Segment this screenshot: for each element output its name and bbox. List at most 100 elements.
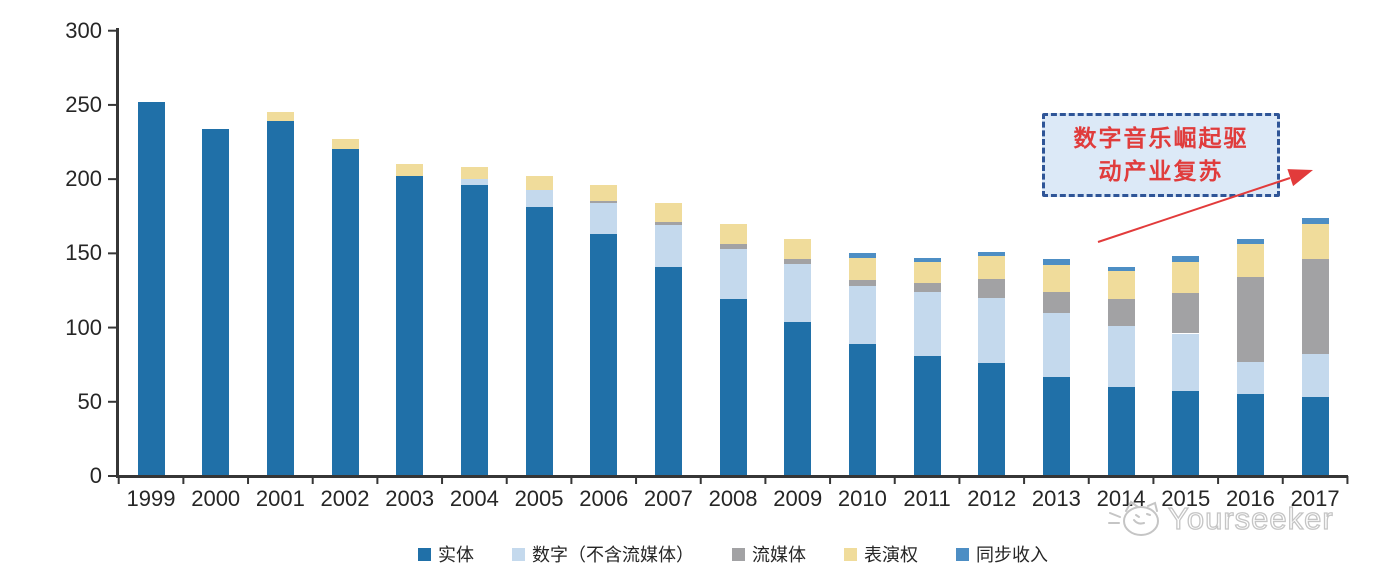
bar-segment	[1107, 299, 1135, 327]
bar-segment	[137, 101, 165, 476]
legend-swatch	[956, 547, 969, 561]
bar-segment	[1301, 223, 1329, 260]
bar-segment	[978, 297, 1006, 364]
y-axis-tick-label: 150	[65, 240, 102, 266]
bar-segment	[784, 321, 812, 476]
legend-item-3: 表演权	[844, 541, 918, 567]
bar-segment	[525, 176, 553, 190]
x-axis-label: 2001	[255, 486, 305, 511]
bar-segment	[913, 257, 941, 263]
bar-segment	[784, 263, 812, 322]
legend-item-4: 同步收入	[956, 541, 1048, 567]
bar-segment	[654, 225, 682, 267]
x-axis-label: 2006	[579, 486, 629, 511]
bar-segment	[1107, 326, 1135, 387]
bar-segment	[590, 234, 618, 476]
bar-segment	[978, 256, 1006, 279]
bar-segment	[978, 251, 1006, 257]
legend-item-0: 实体	[418, 541, 474, 567]
x-axis-label: 2003	[385, 486, 435, 511]
x-axis-label: 2010	[837, 486, 887, 511]
x-axis-label: 1999	[126, 486, 176, 511]
bar-segment	[1236, 277, 1264, 362]
bar-segment	[590, 185, 618, 202]
bar-segment	[913, 262, 941, 284]
x-axis-label: 2005	[514, 486, 564, 511]
legend-label: 表演权	[864, 545, 918, 565]
x-axis-label: 2004	[449, 486, 499, 511]
x-axis-label: 2017	[1290, 486, 1340, 511]
bar-segment	[784, 238, 812, 260]
legend-swatch	[844, 547, 857, 561]
bar-segment	[1107, 271, 1135, 300]
legend-item-2: 流媒体	[732, 541, 806, 567]
bar-segment	[978, 278, 1006, 298]
x-axis-label: 2007	[643, 486, 693, 511]
annotation-text-line1: 数字音乐崛起驱	[1073, 126, 1249, 151]
bar-segment	[848, 257, 876, 281]
bar-segment	[202, 128, 230, 476]
bar-segment	[719, 299, 747, 476]
bar-segment	[590, 202, 618, 235]
x-axis-label: 2011	[903, 486, 951, 511]
bar-segment	[913, 291, 941, 356]
bar-segment	[1107, 386, 1135, 476]
bar-segment	[1301, 397, 1329, 476]
legend-label: 实体	[438, 545, 474, 565]
bar-segment	[1042, 291, 1070, 313]
bar-segment	[913, 355, 941, 476]
bar-segment	[719, 248, 747, 300]
x-axis-label: 2000	[191, 486, 241, 511]
annotation-text-line2: 动产业复苏	[1098, 159, 1224, 184]
y-axis-tick-label: 200	[65, 166, 102, 192]
y-axis-tick-label: 250	[65, 91, 102, 117]
x-axis-label: 2013	[1031, 486, 1081, 511]
y-axis-tick-label: 0	[89, 463, 102, 488]
bar-segment	[1042, 265, 1070, 292]
x-axis-label: 2002	[320, 486, 370, 511]
bar-segment	[1301, 259, 1329, 355]
bar-segment	[1172, 256, 1200, 263]
bar-segment	[331, 149, 359, 476]
bar-segment	[1236, 394, 1264, 476]
x-axis-label: 2012	[967, 486, 1017, 511]
bar-segment	[1236, 244, 1264, 278]
bar-segment	[460, 167, 488, 180]
bar-segment	[1107, 266, 1135, 272]
bar-segment	[525, 189, 553, 208]
x-axis-label: 2015	[1161, 486, 1211, 511]
legend-label: 同步收入	[976, 545, 1048, 565]
x-axis-label: 2016	[1225, 486, 1275, 511]
bar-segment	[266, 121, 294, 476]
bar-segment	[719, 244, 747, 249]
legend-swatch	[732, 547, 745, 561]
legend-swatch	[418, 547, 431, 561]
watermark-text: Yourseeker	[1167, 500, 1334, 536]
legend-label: 流媒体	[752, 545, 806, 565]
x-axis-label: 2009	[773, 486, 823, 511]
bar-segment	[266, 112, 294, 122]
bar-segment	[978, 363, 1006, 476]
bar-segment	[719, 223, 747, 245]
bar-segment	[1042, 312, 1070, 377]
bar-segment	[1236, 361, 1264, 395]
bar-segment	[1172, 333, 1200, 392]
legend: 实体 数字（不含流媒体） 流媒体 表演权 同步收入	[117, 541, 1349, 567]
legend-swatch	[512, 547, 525, 561]
bar-segment	[1301, 354, 1329, 398]
bar-segment	[1172, 262, 1200, 294]
bar-segment	[1042, 376, 1070, 476]
bar-segment	[1301, 217, 1329, 224]
bar-segment	[525, 207, 553, 476]
bar-segment	[396, 164, 424, 177]
bar-segment	[848, 286, 876, 344]
legend-label: 数字（不含流媒体）	[532, 545, 694, 565]
bar-segment	[460, 185, 488, 476]
bar-segment	[1236, 238, 1264, 245]
